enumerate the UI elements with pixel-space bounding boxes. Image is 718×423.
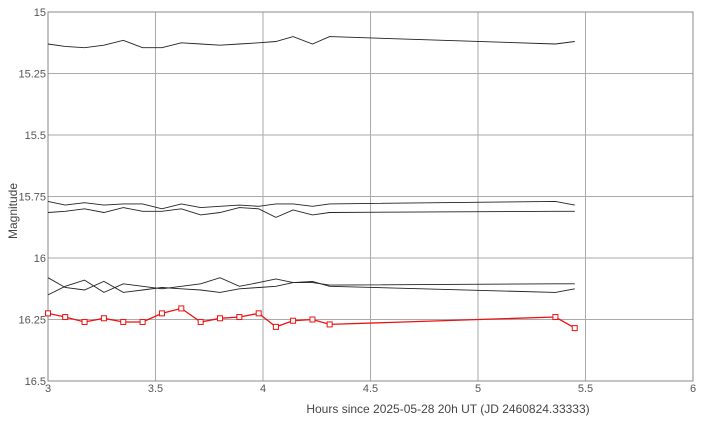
comparison-series-line xyxy=(47,200,575,210)
x-tick-labels: 3 3.5 4 4.5 5 5.5 6 xyxy=(45,383,696,395)
grid xyxy=(47,11,694,382)
target-data-point xyxy=(272,323,279,330)
target-data-point xyxy=(62,314,69,321)
y-tick-label: 15.75 xyxy=(18,192,46,204)
target-data-point xyxy=(326,321,333,328)
comparison-series-line xyxy=(47,36,575,49)
target-data-point xyxy=(139,318,146,325)
y-tick-labels: 15 15.25 15.5 15.75 16 16.25 16.5 xyxy=(18,7,46,388)
x-tick-label: 5.5 xyxy=(578,383,593,395)
plot-border xyxy=(47,11,694,382)
x-tick-label: 4 xyxy=(260,383,266,395)
target-data-point xyxy=(120,318,127,325)
x-tick-label: 3.5 xyxy=(148,383,163,395)
target-data-point xyxy=(178,305,185,312)
y-tick-label: 15.25 xyxy=(18,69,46,81)
target-data-point xyxy=(236,314,243,321)
plot-frame xyxy=(47,11,694,382)
x-tick-label: 6 xyxy=(690,383,696,395)
x-tick-label: 4.5 xyxy=(363,383,378,395)
target-data-point xyxy=(309,316,316,323)
y-axis-title: Magnitude xyxy=(6,183,20,239)
target-data-point xyxy=(552,314,559,321)
comparison-series-line xyxy=(47,277,575,293)
x-tick-label: 5 xyxy=(475,383,481,395)
y-tick-label: 15 xyxy=(34,7,46,19)
target-data-point xyxy=(197,318,204,325)
series-layer xyxy=(45,36,578,332)
comparison-series-line xyxy=(47,207,575,218)
target-data-point xyxy=(290,317,297,324)
target-data-point xyxy=(571,325,578,332)
target-data-point xyxy=(100,315,107,322)
y-tick-label: 16 xyxy=(34,253,46,265)
comparison-series-line xyxy=(47,277,575,296)
x-tick-label: 3 xyxy=(45,383,51,395)
y-tick-label: 16.5 xyxy=(25,376,46,388)
x-axis-title: Hours since 2025-05-28 20h UT (JD 246082… xyxy=(306,402,589,416)
y-tick-label: 15.5 xyxy=(25,130,46,142)
target-data-point xyxy=(45,310,51,317)
target-data-point xyxy=(81,318,88,325)
target-data-point xyxy=(217,315,223,322)
target-data-point xyxy=(255,310,262,317)
y-tick-label: 16.25 xyxy=(18,315,46,327)
target-data-point xyxy=(158,310,165,317)
